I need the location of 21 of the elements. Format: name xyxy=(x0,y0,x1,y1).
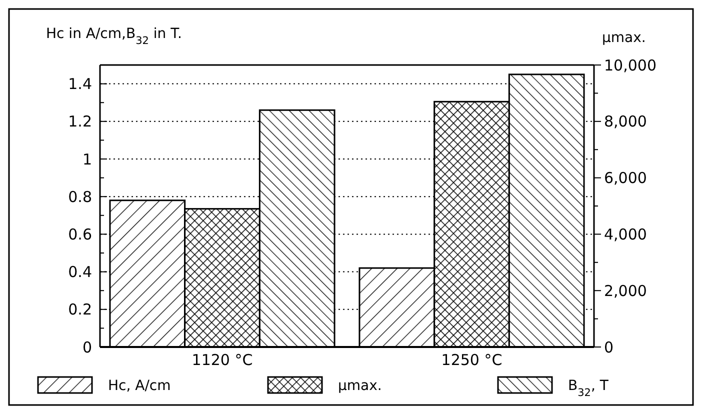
x-tick-label: 1120 °C xyxy=(192,351,253,369)
y2-tick-label: 8,000 xyxy=(604,112,647,131)
y2-tick-label: 2,000 xyxy=(604,282,647,300)
y2-tick-label: 6,000 xyxy=(604,169,647,188)
y2-tick-label: 10,000 xyxy=(604,56,656,74)
y-tick-label: 0.8 xyxy=(68,188,92,206)
legend-label: μmax. xyxy=(338,378,382,394)
y2-tick-label: 4,000 xyxy=(604,225,647,244)
y-tick-label: 1.2 xyxy=(68,112,92,131)
y-tick-label: 0.6 xyxy=(68,225,92,244)
y-tick-label: 0.2 xyxy=(68,300,92,319)
x-tick-label: 1250 °C xyxy=(441,351,502,369)
y-tick-label: 0.4 xyxy=(68,263,92,282)
y-axis-title: Hc in A/cm,B$_{32}$ in T. xyxy=(46,26,182,47)
y-tick-label: 1 xyxy=(82,150,92,168)
y-tick-label: 0 xyxy=(82,338,92,356)
y2-axis-title: μmax. xyxy=(602,30,646,46)
y-tick-label: 1.4 xyxy=(68,75,92,94)
y2-tick-label: 0 xyxy=(604,338,614,356)
legend-label: B$_{32}$, T xyxy=(568,378,609,399)
legend-label: Hc, A/cm xyxy=(108,378,171,394)
